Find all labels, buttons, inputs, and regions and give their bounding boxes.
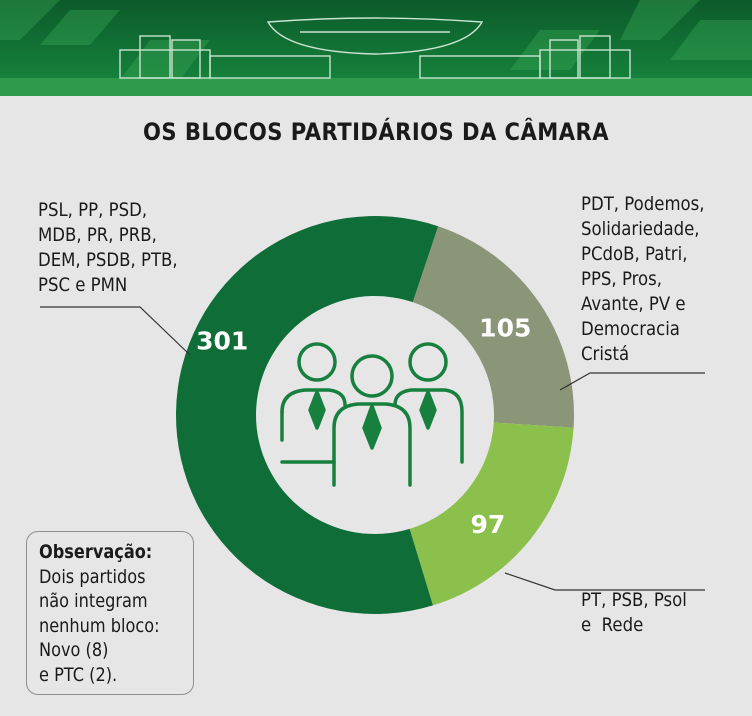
label-right-line: PDT, Podemos, [581,193,705,215]
label-left-line: PSL, PP, PSD, [38,199,148,221]
note-title: Observação: [39,541,153,563]
label-right-bloc: PDT, Podemos, Solidariedade, PCdoB, Patr… [581,192,705,367]
value-labels: 105 97 301 [196,313,531,539]
label-left-line: PSC e PMN [38,274,128,296]
three-people-icon [280,342,464,487]
label-left-line: DEM, PSDB, PTB, [38,249,178,271]
note-line: nenhum bloco: [39,614,160,637]
label-right-line: PCdoB, Patri, [581,243,688,265]
note-text: Dois partidos não integram nenhum bloco:… [39,565,160,688]
note-line: Novo (8) [39,639,109,661]
chart-slices [175,216,575,614]
value-label-105: 105 [479,313,531,342]
header-banner [0,0,752,96]
label-bottom-line: e Rede [581,614,644,636]
label-right-line: Democracia [581,318,680,340]
label-bottom-bloc: PT, PSB, Psol e Rede [581,588,687,638]
slice-bloc-97 [409,422,574,606]
label-right-line: Solidariedade, [581,218,700,240]
label-right-line: Cristá [581,343,630,365]
value-label-301: 301 [196,326,248,355]
value-label-97: 97 [471,510,506,539]
leader-line-right [559,372,705,391]
label-left-bloc: PSL, PP, PSD, MDB, PR, PRB, DEM, PSDB, P… [38,198,178,298]
note-content: Observação: Dois partidos não integram n… [39,540,160,687]
note-line: não integram [39,590,148,612]
leader-lines [40,306,705,591]
leader-line-left [40,306,191,356]
slice-bloc-105 [412,226,575,428]
label-bottom-line: PT, PSB, Psol [581,589,687,611]
chart-title: OS BLOCOS PARTIDÁRIOS DA CÂMARA [143,118,609,146]
note-box: Observação: Dois partidos não integram n… [26,531,194,695]
note-line: e PTC (2). [39,663,118,686]
label-right-line: Avante, PV e [581,293,686,315]
label-left-line: MDB, PR, PRB, [38,224,157,246]
congress-building-icon [119,17,631,79]
note-line: Dois partidos [39,565,146,588]
slice-bloc-301 [175,216,439,614]
leader-line-bottom [504,572,705,591]
label-right-line: PPS, Pros, [581,268,663,290]
